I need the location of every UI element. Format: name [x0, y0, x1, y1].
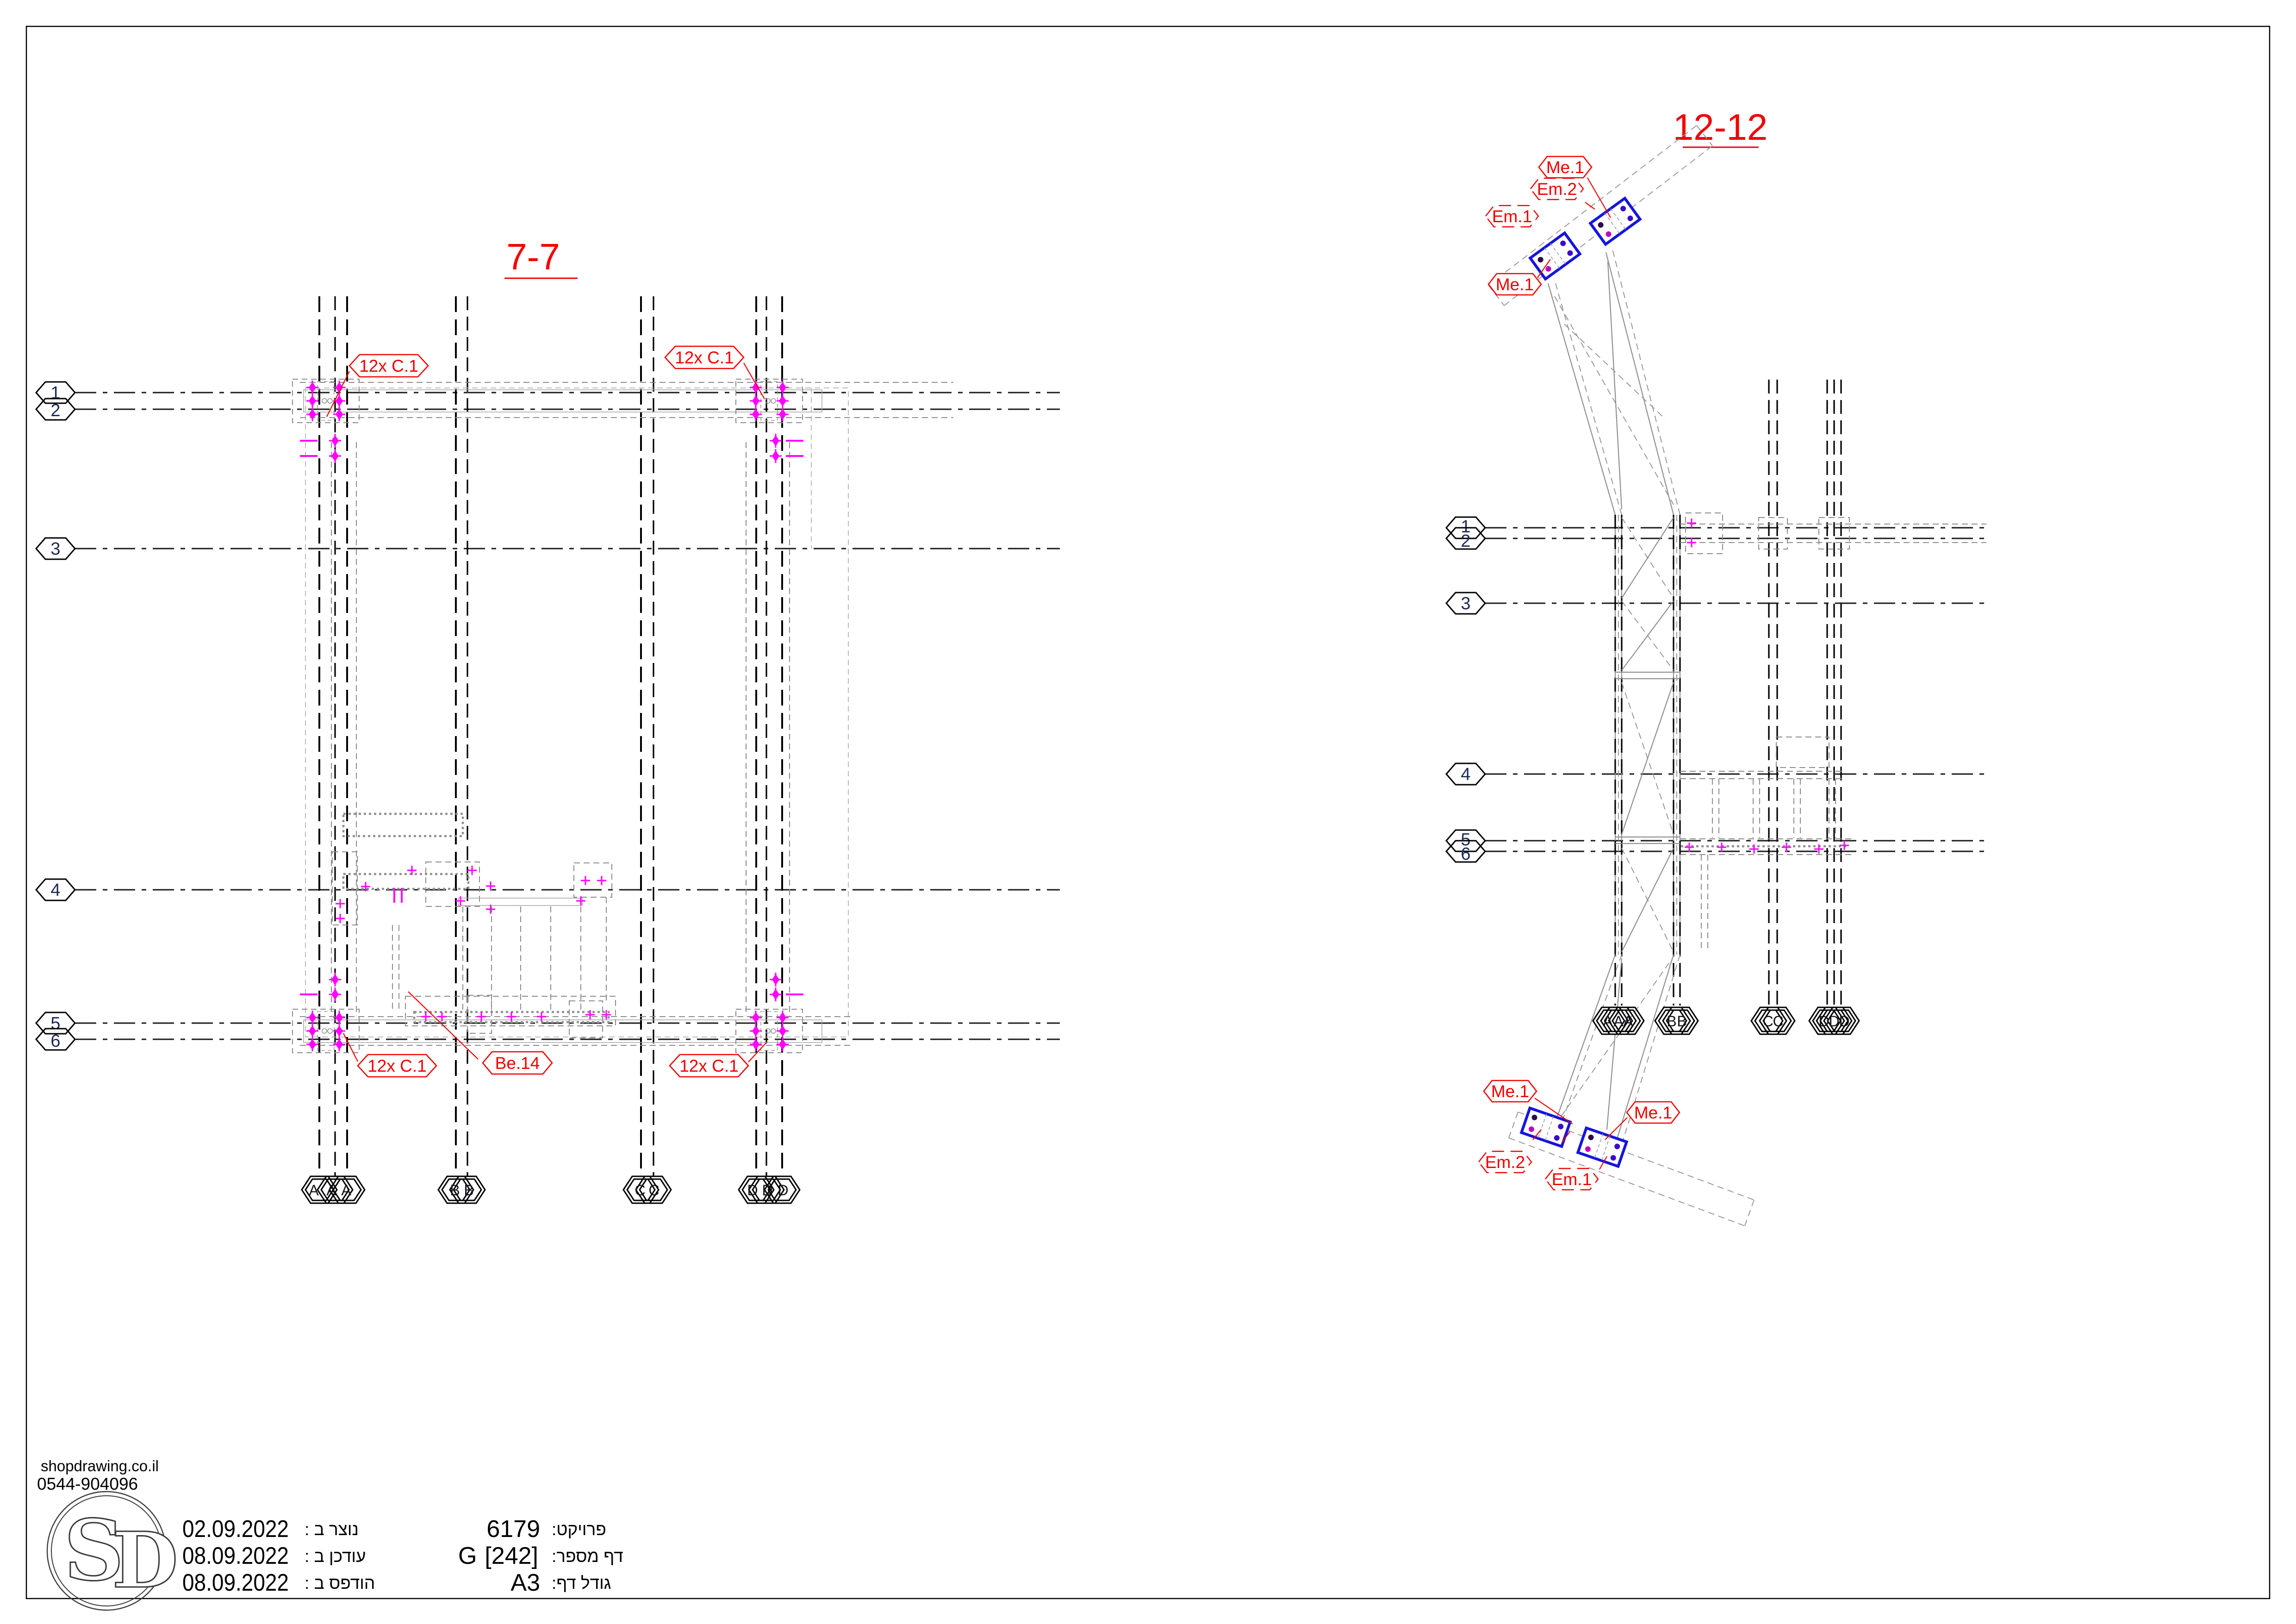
marker-A2: A [326, 1182, 336, 1199]
logo-website: shopdrawing.co.il [41, 1457, 159, 1474]
grid-bubble-1: 1 [1461, 517, 1470, 537]
marker-B1: B [450, 1182, 460, 1199]
callout-Em1-bottom: Em.1 [1552, 1170, 1592, 1189]
truss-top-incline [1488, 125, 1713, 515]
grid-bubble-6: 6 [1461, 844, 1470, 864]
grid-bubble-1: 1 [50, 383, 60, 403]
marker-D3: D [1839, 1013, 1849, 1030]
x-bracing [1615, 517, 1680, 952]
marker-A1: A [309, 1182, 319, 1199]
gridlines-horizontal [1485, 527, 1986, 852]
columns-cd [1768, 380, 1842, 1006]
marker-D1: D [1818, 1013, 1829, 1030]
marker-B1: B [1667, 1013, 1676, 1030]
marker-C2: C [648, 1182, 659, 1199]
marker-A2: A [1613, 1013, 1624, 1030]
grid-bubbles: 1 2 3 4 5 6 [35, 381, 76, 1051]
dates: 02.09.2022 : נוצר ב 08.09.2022 : עודכן ב… [182, 1516, 375, 1596]
section-view-12-12: 12-12 1 2 3 4 5 6 [1445, 106, 1986, 1226]
marker-D3: D [778, 1182, 788, 1199]
section-view-7-7: 7-7 1 2 3 4 5 6 [35, 236, 1060, 1204]
grid-bubble-3: 3 [1461, 594, 1470, 613]
marker-A3: A [1623, 1013, 1633, 1030]
callouts: 12x C.1 12x C.1 12x C.1 Be.14 12x C.1 [326, 345, 767, 1078]
title-block: shopdrawing.co.il 0544-904096 S D 02.09.… [37, 1457, 623, 1611]
grid-bubble-5: 5 [1461, 830, 1470, 849]
gridlines-horizontal [75, 392, 1060, 1040]
grid-bubble-2: 2 [1461, 531, 1470, 551]
view-title-7-7: 7-7 [506, 236, 560, 277]
marker-D2: D [1829, 1013, 1839, 1030]
revision-letter: G [458, 1543, 477, 1569]
grid-bubble-2: 2 [50, 401, 60, 420]
marker-A1: A [1603, 1013, 1613, 1030]
callout-Me1-top: Me.1 [1546, 158, 1584, 177]
callout-12xC1-bottom-right: 12x C.1 [679, 1056, 739, 1075]
callout-Me1-mid: Me.1 [1496, 275, 1534, 294]
marker-D1: D [747, 1182, 758, 1199]
page-number: [242] [485, 1543, 538, 1569]
platform-detail [332, 812, 616, 1038]
callouts: Me.1 Em.2 Em.1 Me.1 Me.1 Me.1 Em.2 Em.1 [1478, 156, 1680, 1191]
created-label: : נוצר ב [305, 1520, 359, 1539]
marker-C1: C [1762, 1013, 1773, 1030]
hidden-outline [300, 382, 953, 1046]
callout-12xC1-top-left: 12x C.1 [359, 356, 418, 375]
printed-date: 08.09.2022 [182, 1569, 289, 1596]
sheet-border [25, 25, 2271, 1599]
callout-Em2-bottom: Em.2 [1485, 1153, 1525, 1172]
logo-phone: 0544-904096 [37, 1474, 138, 1493]
marker-B2: B [464, 1182, 473, 1199]
project-info: 6179 :פרויקט G [242] :דף מספר A3 :גודל ד… [458, 1516, 623, 1596]
logo-letter-d: D [112, 1515, 178, 1605]
bolt-connections [292, 379, 803, 1053]
marker-D2: D [762, 1182, 772, 1199]
created-date: 02.09.2022 [182, 1516, 289, 1543]
truss-vertical [1614, 515, 1681, 1006]
grid-bubble-3: 3 [50, 539, 60, 559]
page-label: :דף מספר [552, 1547, 623, 1566]
callout-Be14: Be.14 [495, 1054, 540, 1073]
column-markers: A A A B B C C D D D [1592, 1006, 1860, 1035]
callout-Em2-top: Em.2 [1537, 180, 1577, 199]
view-title-12-12: 12-12 [1673, 106, 1768, 148]
marker-A3: A [341, 1182, 351, 1199]
beams [1680, 512, 1986, 949]
grid-bubble-4: 4 [50, 881, 60, 900]
sd-logo: S D [46, 1491, 179, 1611]
callout-Me1-bottom-right: Me.1 [1634, 1103, 1672, 1122]
callout-12xC1-bottom-left: 12x C.1 [367, 1056, 427, 1075]
marker-B2: B [1677, 1013, 1686, 1030]
columns [318, 296, 783, 1177]
grid-bubbles: 1 2 3 4 5 6 [1445, 516, 1486, 864]
grid-bubble-5: 5 [50, 1014, 60, 1033]
marker-C2: C [1773, 1013, 1783, 1030]
callout-Me1-bottom-left: Me.1 [1491, 1082, 1529, 1101]
logo-letter-s: S [64, 1502, 124, 1599]
updated-date: 08.09.2022 [182, 1543, 289, 1569]
project-label: :פרויקט [552, 1520, 606, 1539]
marker-C1: C [635, 1182, 645, 1199]
callout-Em1-top: Em.1 [1492, 207, 1532, 226]
grid-bubble-4: 4 [1461, 765, 1470, 784]
size-label: :גודל דף [552, 1574, 611, 1593]
truss-bottom-incline [1508, 954, 1755, 1226]
column-markers: A A A B B C C D D D [301, 1175, 801, 1204]
grid-bubble-6: 6 [50, 1031, 60, 1051]
callout-12xC1-top-right: 12x C.1 [675, 348, 734, 367]
sheet-size: A3 [510, 1569, 540, 1596]
updated-label: : עודכן ב [305, 1547, 366, 1566]
printed-label: : הודפס ב [305, 1574, 375, 1593]
project-number: 6179 [486, 1516, 540, 1543]
